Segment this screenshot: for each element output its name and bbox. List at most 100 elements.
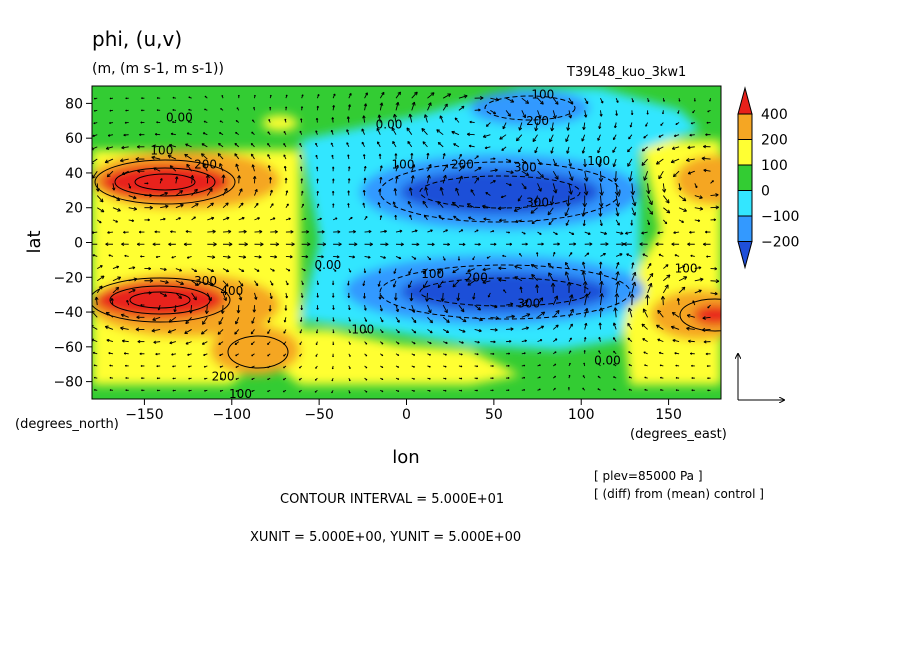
wind-arrow-head <box>686 326 690 329</box>
wind-arrow <box>521 313 531 318</box>
wind-arrow <box>207 202 214 209</box>
wind-arrow-head <box>258 256 262 259</box>
wind-arrow-head <box>601 203 604 208</box>
wind-arrow-head <box>483 217 487 220</box>
wind-arrow <box>207 217 215 221</box>
wind-arrow <box>222 202 229 209</box>
wind-arrow-head <box>531 274 533 278</box>
wind-arrow <box>490 109 496 115</box>
wind-arrow-head <box>368 231 372 234</box>
wind-arrow-head <box>284 165 287 168</box>
wind-arrow-head <box>703 168 707 171</box>
wind-arrow-head <box>337 231 341 234</box>
wind-arrow-head <box>646 190 650 195</box>
wind-arrow-head <box>657 231 660 234</box>
wind-arrow-head <box>703 340 707 343</box>
reference-vector <box>738 354 784 400</box>
wind-arrow-head <box>335 217 338 220</box>
contour-label: 200 <box>465 270 488 284</box>
wind-arrow-head <box>598 336 601 339</box>
wind-arrow-head <box>349 270 351 273</box>
wind-arrow <box>552 324 559 330</box>
wind-arrow <box>537 311 545 318</box>
wind-arrow <box>677 298 680 306</box>
wind-arrow-head <box>480 97 484 101</box>
wind-arrow <box>498 279 507 282</box>
wind-arrow <box>656 324 664 330</box>
wind-arrow-head <box>623 242 627 245</box>
contour-label: 300 <box>194 274 217 288</box>
colorbar-cap-top <box>737 86 753 115</box>
wind-arrow-head <box>447 244 450 247</box>
wind-arrow-head <box>482 267 486 271</box>
fill-darkblue-north <box>400 170 600 214</box>
vector-units: XUNIT = 5.000E+00, YUNIT = 5.000E+00 <box>250 530 521 545</box>
wind-arrow-head <box>221 94 224 97</box>
wind-arrow-head <box>204 389 206 392</box>
wind-arrow-head <box>675 122 677 125</box>
wind-arrow-head <box>492 365 494 368</box>
wind-arrow <box>238 202 244 209</box>
wind-arrow <box>160 205 169 209</box>
wind-arrow-head <box>173 309 176 313</box>
wind-arrow-head <box>631 293 635 298</box>
wind-arrow-head <box>270 283 274 286</box>
wind-arrow <box>120 327 129 330</box>
wind-arrow-head <box>285 296 288 299</box>
wind-arrow-head <box>598 126 600 129</box>
wind-arrow-head <box>630 223 633 226</box>
wind-arrow <box>658 170 664 180</box>
colorbar-segment <box>737 190 753 217</box>
contour-label: 100 <box>392 157 415 171</box>
wind-arrow <box>631 195 636 207</box>
wind-arrow-head <box>408 187 411 191</box>
fill-yellow-north-small <box>262 115 298 131</box>
wind-arrow-head <box>121 171 125 175</box>
wind-arrow-head <box>712 180 714 183</box>
wind-arrow-head <box>242 256 246 259</box>
wind-arrow-head <box>171 353 174 356</box>
wind-arrow-head <box>457 258 460 261</box>
wind-arrow-head <box>306 243 311 247</box>
wind-arrow-head <box>320 218 322 221</box>
wind-arrow <box>694 267 702 270</box>
wind-arrow-head <box>120 327 124 331</box>
wind-arrow <box>506 170 514 174</box>
colorbar-segment <box>737 113 753 140</box>
wind-arrow-head <box>666 264 669 268</box>
wind-arrow-head <box>691 377 694 379</box>
wind-arrow <box>411 164 415 172</box>
wind-arrow-head <box>617 202 620 207</box>
wind-arrow-head <box>351 217 353 220</box>
wind-arrow-head <box>477 342 480 344</box>
wind-arrow <box>641 146 648 152</box>
fill-orange-south-lobe <box>210 325 300 375</box>
wind-arrow <box>702 316 711 319</box>
wind-arrow-head <box>95 188 99 192</box>
wind-arrow <box>364 92 368 99</box>
wind-arrow-head <box>486 256 489 259</box>
wind-arrow <box>222 280 229 287</box>
wind-arrow <box>514 265 522 270</box>
wind-arrow-head <box>494 329 498 332</box>
wind-arrow-head <box>462 106 465 109</box>
wind-arrow-head <box>168 242 172 245</box>
wind-arrow <box>105 325 114 330</box>
wind-arrow-head <box>583 375 585 377</box>
wind-arrow <box>552 183 557 194</box>
wind-arrow-head <box>664 188 667 193</box>
wind-arrow-head <box>410 175 414 179</box>
wind-arrow-head <box>438 215 442 217</box>
contour-line <box>679 298 721 332</box>
wind-arrow-head <box>332 307 334 310</box>
wind-arrow-head <box>219 163 223 166</box>
wind-arrow <box>670 158 680 163</box>
wind-arrow <box>535 122 538 132</box>
wind-arrow-head <box>448 93 452 98</box>
wind-arrow-head <box>597 163 600 168</box>
wind-arrow-head <box>140 121 143 123</box>
wind-arrow <box>395 230 403 233</box>
wind-arrow <box>490 328 498 331</box>
wind-arrow-head <box>227 217 230 220</box>
wind-arrow-head <box>437 270 440 274</box>
